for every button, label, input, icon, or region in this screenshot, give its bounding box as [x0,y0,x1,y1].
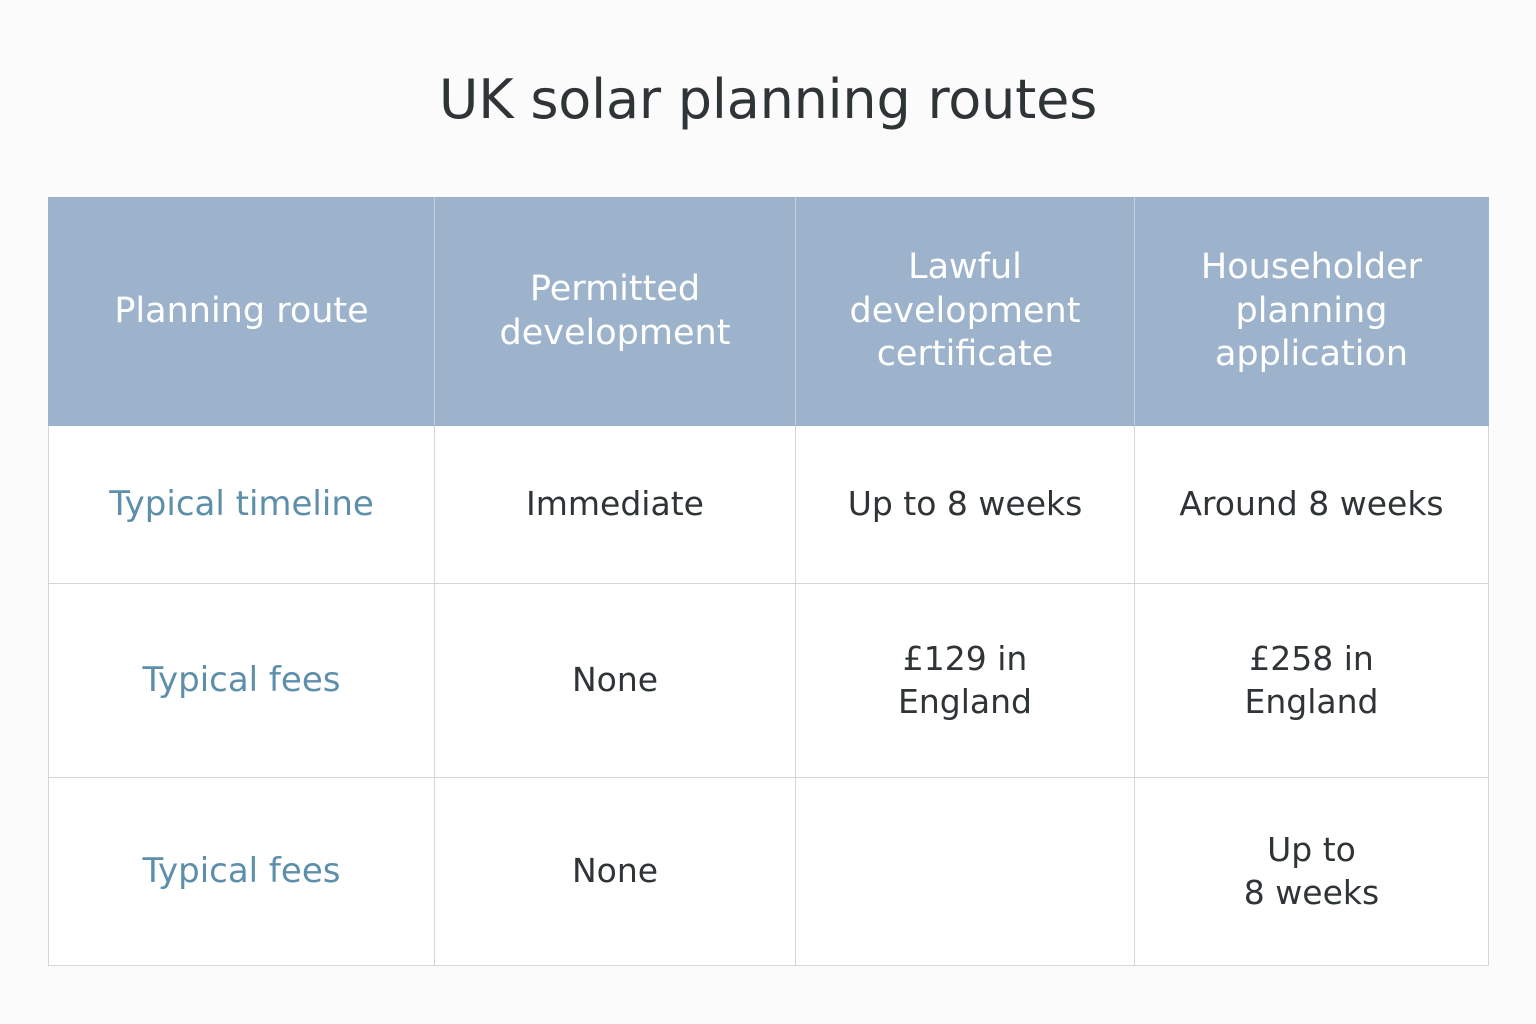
cell-line-1: Up to [1267,829,1356,869]
table-header-row: Planning route Permitted development Law… [48,197,1489,426]
cell-line-1: None [571,660,659,700]
cell-fees2-householder-planning-application: Up to 8 weeks [1134,777,1489,966]
cell-line-1: None [571,851,659,891]
cell-line-1: £258 in [1249,638,1374,678]
row-label-typical-timeline: Typical timeline [48,425,435,584]
column-header-planning-route: Planning route [48,197,435,426]
cell-line-1: Up to 8 weeks [847,484,1083,524]
row-label-typical-fees: Typical fees [48,583,435,778]
cell-fees2-lawful-development-certificate [795,777,1135,966]
cell-line-2: England [898,681,1032,721]
table-body: Typical timeline Immediate Up to 8 weeks [48,425,1489,966]
table-row: Typical fees None £129 in England [48,583,1489,778]
table-row: Typical fees None Up to [48,777,1489,966]
cell-line-1: £129 in [902,638,1028,678]
page-title: UK solar planning routes [438,68,1098,131]
cell-line-1: Immediate [526,484,704,524]
table-row: Typical timeline Immediate Up to 8 weeks [48,425,1489,584]
cell-timeline-householder-planning-application: Around 8 weeks [1134,425,1489,584]
cell-fees-lawful-development-certificate: £129 in England [795,583,1135,778]
column-header-lawful-development-certificate: Lawful development certificate [795,197,1135,426]
cell-line-1: Around 8 weeks [1179,484,1444,524]
table-header-row-group: Planning route Permitted development Law… [48,197,1489,426]
planning-routes-table: Planning route Permitted development Law… [48,197,1489,966]
column-header-householder-planning-application: Householder planning application [1134,197,1489,426]
column-header-permitted-development: Permitted development [434,197,796,426]
cell-timeline-permitted-development: Immediate [434,425,796,584]
row-label-typical-fees-2: Typical fees [48,777,435,966]
cell-fees-householder-planning-application: £258 in England [1134,583,1489,778]
cell-timeline-lawful-development-certificate: Up to 8 weeks [795,425,1135,584]
cell-line-2: 8 weeks [1243,872,1380,912]
cell-line-2: England [1244,681,1379,721]
cell-fees2-permitted-development: None [434,777,796,966]
cell-fees-permitted-development: None [434,583,796,778]
planning-routes-table-container: Planning route Permitted development Law… [48,197,1489,966]
